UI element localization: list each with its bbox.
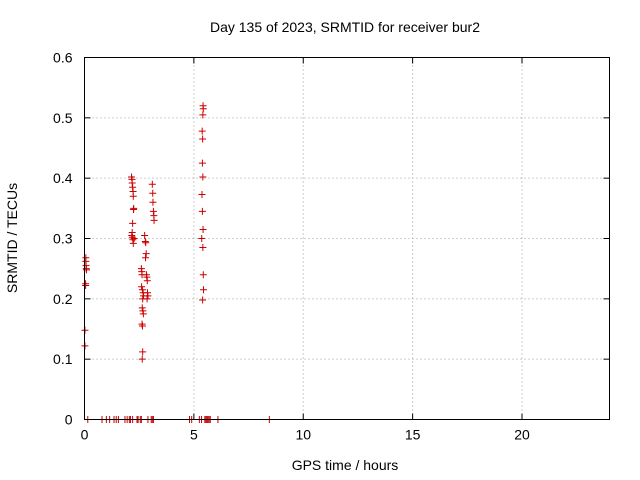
data-point [199,271,207,279]
data-point [199,296,207,304]
x-axis-label: GPS time / hours [292,457,399,473]
chart-title: Day 135 of 2023, SRMTID for receiver bur… [210,19,480,35]
x-tick-label: 20 [514,427,530,443]
y-tick-label: 0 [65,412,73,428]
data-point [198,207,206,215]
data-point [144,292,152,300]
data-point [139,310,147,318]
plot-frame [84,57,610,420]
data-point [143,277,151,285]
y-tick-labels: 0 0.1 0.2 0.3 0.4 0.5 0.6 [53,50,73,428]
x-tick-labels: 0 5 10 15 20 [81,427,530,443]
data-point [138,283,146,291]
data-point [138,304,146,312]
data-point [199,111,207,119]
x-tick-label: 5 [190,427,198,443]
data-point [198,235,206,242]
y-tick-label: 0.1 [53,351,73,367]
x-tick-label: 10 [295,427,311,443]
data-point [200,286,207,294]
data-point [138,322,146,330]
data-point [129,239,137,247]
data-point [143,295,151,303]
y-tick-label: 0.2 [53,291,73,307]
y-tick-label: 0.4 [53,170,73,186]
data-point [142,254,150,262]
data-point [150,216,158,224]
data-point [82,282,90,290]
data-point [199,244,207,252]
data-point [199,225,207,233]
data-point [138,286,146,294]
data-point [139,348,147,356]
x-tick-label: 0 [81,427,89,443]
data-point [142,239,150,247]
data-point [148,180,156,188]
data-point [149,189,157,197]
data-point [199,173,207,181]
y-tick-label: 0.6 [53,50,73,66]
data-point [130,235,138,242]
data-point [138,355,146,363]
x-tick-label: 15 [405,427,421,443]
data-point [142,250,150,258]
data-point [130,206,137,214]
data-point [198,127,206,135]
data-point [198,159,206,167]
data-point [129,219,137,227]
grid-layer [84,57,610,420]
y-axis-label: SRMTID / TECUs [4,183,20,293]
data-points [81,102,273,423]
data-point [199,135,207,143]
y-tick-label: 0.3 [53,231,73,247]
tick-layer [84,57,610,420]
data-point [129,192,137,200]
data-point [198,190,206,198]
y-tick-label: 0.5 [53,110,73,126]
data-point [199,105,207,113]
data-point [141,231,149,239]
data-point [149,198,157,206]
